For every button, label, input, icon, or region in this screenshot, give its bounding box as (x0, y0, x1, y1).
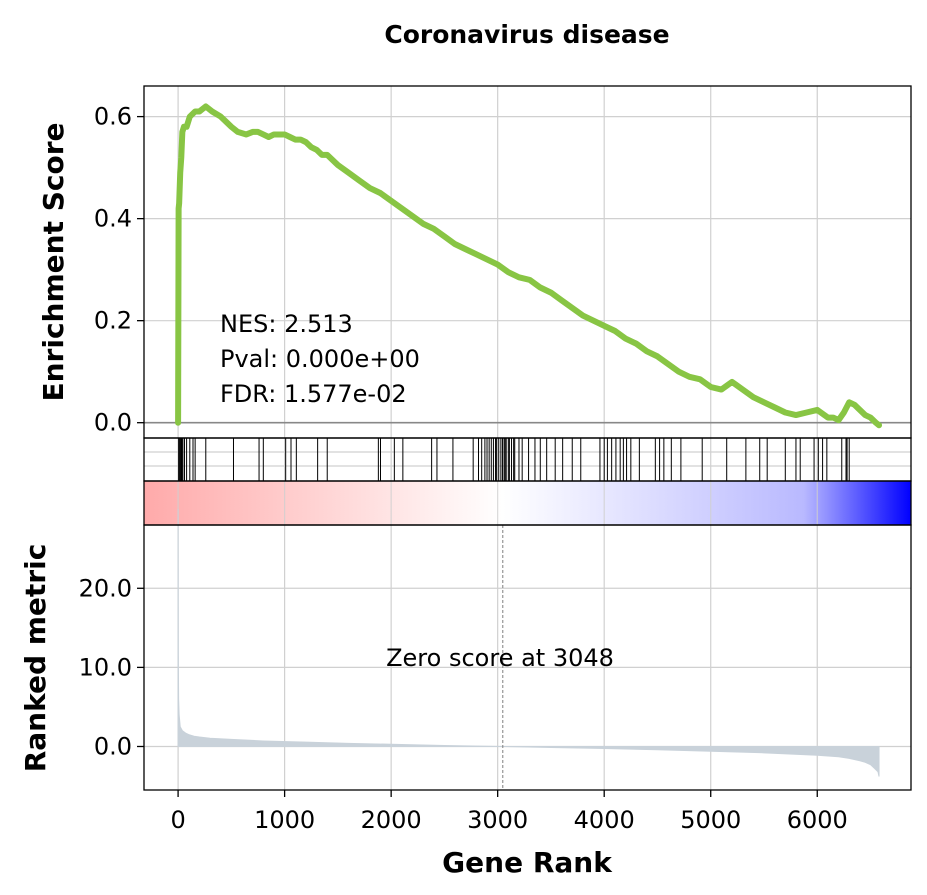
ranked-panel-frame (143, 524, 912, 791)
zero-score-annotation: Zero score at 3048 (386, 644, 614, 672)
x-tick-label: 1000 (254, 806, 315, 834)
x-tick-label: 5000 (680, 806, 741, 834)
es-y-tick-label: 0.4 (94, 205, 132, 233)
enrichment-score-line (175, 103, 883, 429)
nes-annotation: NES: 2.513 (220, 310, 353, 338)
rank-heatmap (144, 481, 911, 525)
rank-y-tick-label: 10.0 (79, 653, 132, 681)
ranked-y-label: Ranked metric (19, 544, 52, 773)
x-tick-label: 0 (170, 806, 185, 834)
fdr-annotation: FDR: 1.577e-02 (220, 380, 407, 408)
pval-annotation: Pval: 0.000e+00 (220, 345, 420, 373)
rank-y-tick-label: 20.0 (79, 574, 132, 602)
x-axis-label: Gene Rank (442, 846, 613, 879)
enrichment-y-label: Enrichment Score (37, 122, 70, 401)
chart-title: Coronavirus disease (384, 20, 669, 49)
es-y-tick-label: 0.6 (94, 103, 132, 131)
es-y-tick-label: 0.2 (94, 307, 132, 335)
ranked-metric-area (177, 509, 880, 777)
x-tick-label: 6000 (787, 806, 848, 834)
rank-y-tick-label: 0.0 (94, 732, 132, 760)
x-tick-label: 3000 (467, 806, 528, 834)
es-y-tick-label: 0.0 (94, 409, 132, 437)
x-tick-label: 2000 (361, 806, 422, 834)
x-tick-label: 4000 (574, 806, 635, 834)
